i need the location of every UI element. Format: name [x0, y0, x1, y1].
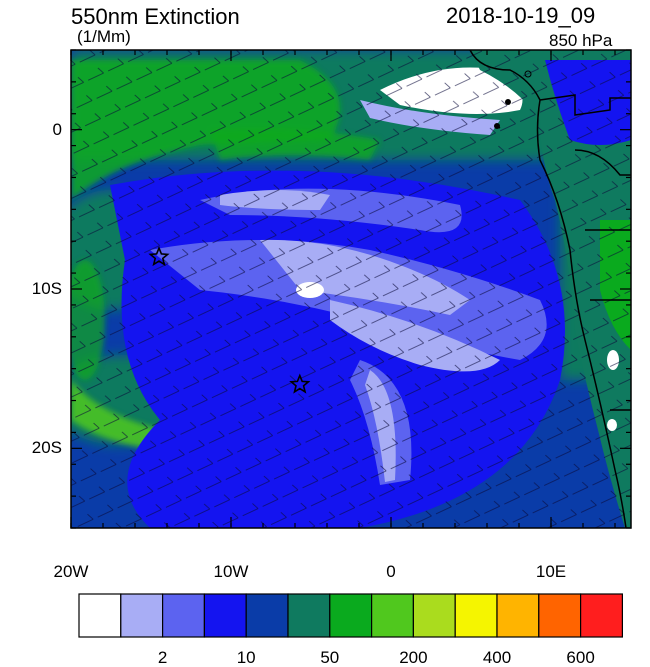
colorbar-label: 600: [566, 648, 595, 667]
colorbar-box: [538, 593, 582, 638]
x-tick-label: 20W: [53, 562, 89, 581]
colorbar-box: [120, 593, 164, 638]
x-tick-label: 10E: [535, 562, 567, 581]
colorbar-box: [203, 593, 247, 638]
colorbar-box: [371, 593, 415, 638]
level-label: 850 hPa: [549, 31, 613, 50]
x-tick-label: 10W: [213, 562, 249, 581]
variable-title: 550nm Extinction: [71, 4, 240, 29]
colorbar-label: 400: [482, 648, 512, 667]
colorbar-label: 2: [157, 648, 168, 667]
datetime-label: 2018-10-19_09: [446, 3, 596, 28]
y-tick-label: 0: [52, 119, 62, 139]
colorbar-box: [412, 593, 456, 638]
extinction-field: [71, 50, 631, 528]
axis-ticks: [70, 49, 631, 529]
colorbar-box: [579, 593, 623, 638]
star-marker-1: [148, 246, 170, 267]
colorbar-box: [162, 593, 206, 638]
colorbar-label: 200: [399, 648, 428, 667]
colorbar: [78, 593, 623, 638]
colorbar-label: 10: [236, 648, 256, 667]
colorbar-box: [78, 593, 122, 638]
colorbar-box: [287, 593, 331, 638]
colorbar-box: [454, 593, 498, 638]
units-label: (1/Mm): [77, 27, 131, 46]
colorbar-box: [245, 593, 289, 638]
y-tick-label: 20S: [31, 438, 62, 458]
x-tick-label: 0: [386, 562, 396, 581]
station-markers: [148, 246, 311, 394]
colorbar-box: [329, 593, 373, 638]
colorbar-box: [496, 593, 540, 638]
colorbar-label: 50: [320, 648, 340, 667]
y-tick-label: 10S: [31, 279, 62, 298]
star-marker-2: [289, 373, 311, 394]
